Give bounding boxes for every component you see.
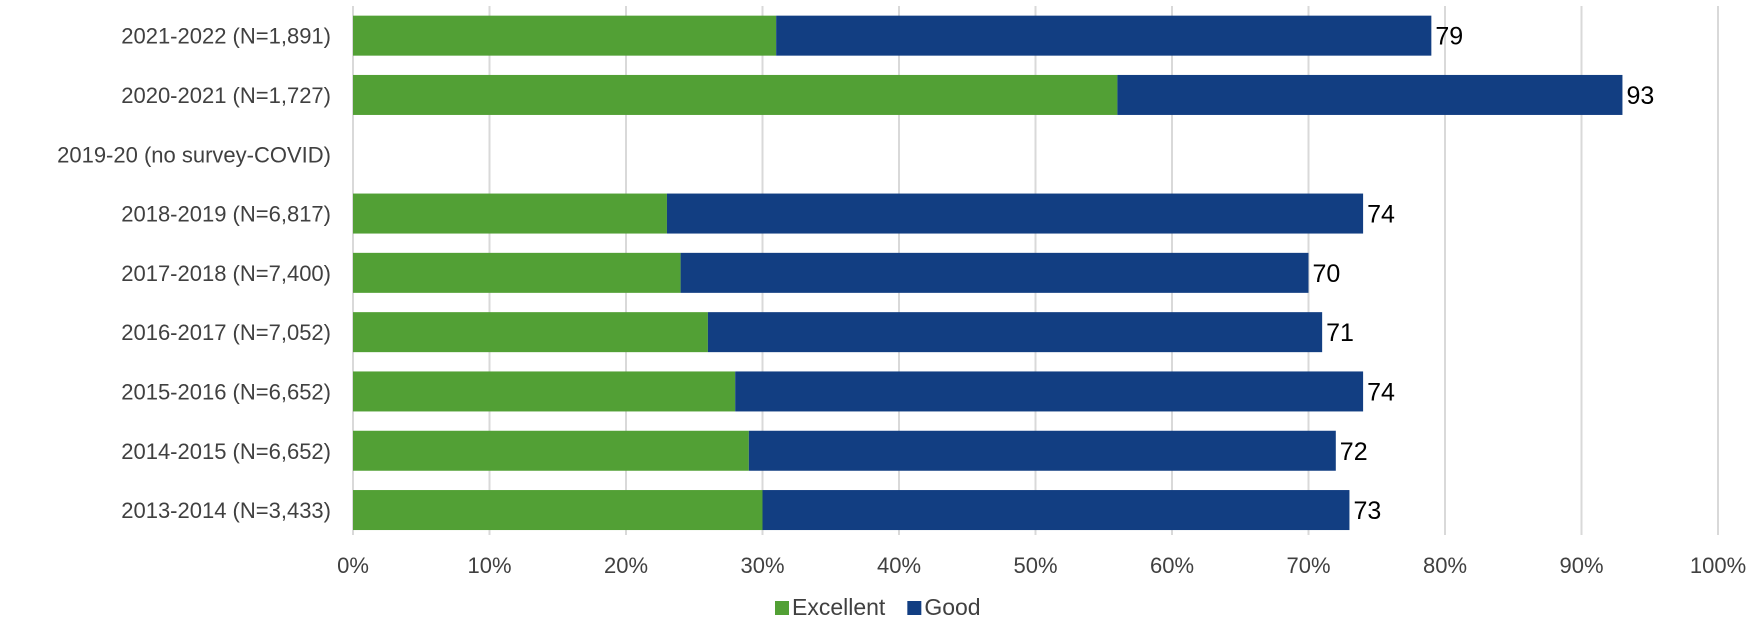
bar-good (748, 430, 1336, 471)
x-tick-label: 70% (1286, 553, 1330, 578)
legend: Excellent Good (775, 594, 981, 620)
x-tick-label: 10% (467, 553, 511, 578)
total-data-label: 70 (1313, 260, 1341, 288)
x-tick-label: 100% (1690, 553, 1746, 578)
bar-excellent (353, 312, 708, 353)
bar-excellent (353, 371, 736, 412)
x-tick-label: 20% (604, 553, 648, 578)
bar-good (1117, 74, 1623, 115)
x-tick-label: 40% (877, 553, 921, 578)
legend-swatch (907, 601, 922, 615)
x-tick-label: 60% (1150, 553, 1194, 578)
legend-label: Excellent (792, 594, 886, 620)
bar-excellent (353, 490, 763, 531)
category-label: 2021-2022 (N=1,891) (121, 24, 331, 49)
x-tick-label: 50% (1013, 553, 1057, 578)
category-label: 2019-20 (no survey-COVID) (57, 142, 331, 167)
category-labels: 2021-2022 (N=1,891) 2020-2021 (N=1,727) 20… (57, 24, 331, 523)
bar-excellent (353, 430, 749, 471)
category-label: 2016-2017 (N=7,052) (121, 320, 331, 345)
x-tick-label: 80% (1423, 553, 1467, 578)
total-data-label: 74 (1367, 378, 1395, 406)
total-data-label: 73 (1353, 497, 1381, 525)
bar-excellent (353, 252, 681, 293)
bar-good (776, 15, 1432, 56)
bars (353, 15, 1623, 531)
bar-good (666, 193, 1364, 234)
category-label: 2018-2019 (N=6,817) (121, 202, 331, 227)
total-data-label: 79 (1435, 23, 1463, 51)
x-tick-label: 30% (740, 553, 784, 578)
bar-excellent (353, 193, 667, 234)
bar-good (735, 371, 1364, 412)
x-axis-tick-labels: 0% 10% 20% 30% 40% 50% 60% 70% 80% 90% 100% (337, 553, 1746, 578)
total-data-label: 93 (1626, 82, 1654, 110)
total-data-label: 72 (1340, 438, 1368, 466)
total-data-label: 74 (1367, 201, 1395, 229)
x-tick-label: 90% (1559, 553, 1603, 578)
category-label: 2017-2018 (N=7,400) (121, 261, 331, 286)
bar-good (680, 252, 1309, 293)
total-data-label: 71 (1326, 319, 1354, 347)
bar-good (762, 490, 1350, 531)
x-tick-label: 0% (337, 553, 369, 578)
bar-excellent (353, 15, 777, 56)
bar-excellent (353, 74, 1118, 115)
category-label: 2014-2015 (N=6,652) (121, 439, 331, 464)
bar-good (707, 312, 1323, 353)
category-label: 2015-2016 (N=6,652) (121, 379, 331, 404)
legend-label: Good (924, 594, 980, 620)
category-label: 2020-2021 (N=1,727) (121, 83, 331, 108)
data-labels: 79 93 74 70 71 74 72 73 (1313, 23, 1655, 525)
legend-swatch (775, 601, 789, 615)
category-label: 2013-2014 (N=3,433) (121, 498, 331, 523)
